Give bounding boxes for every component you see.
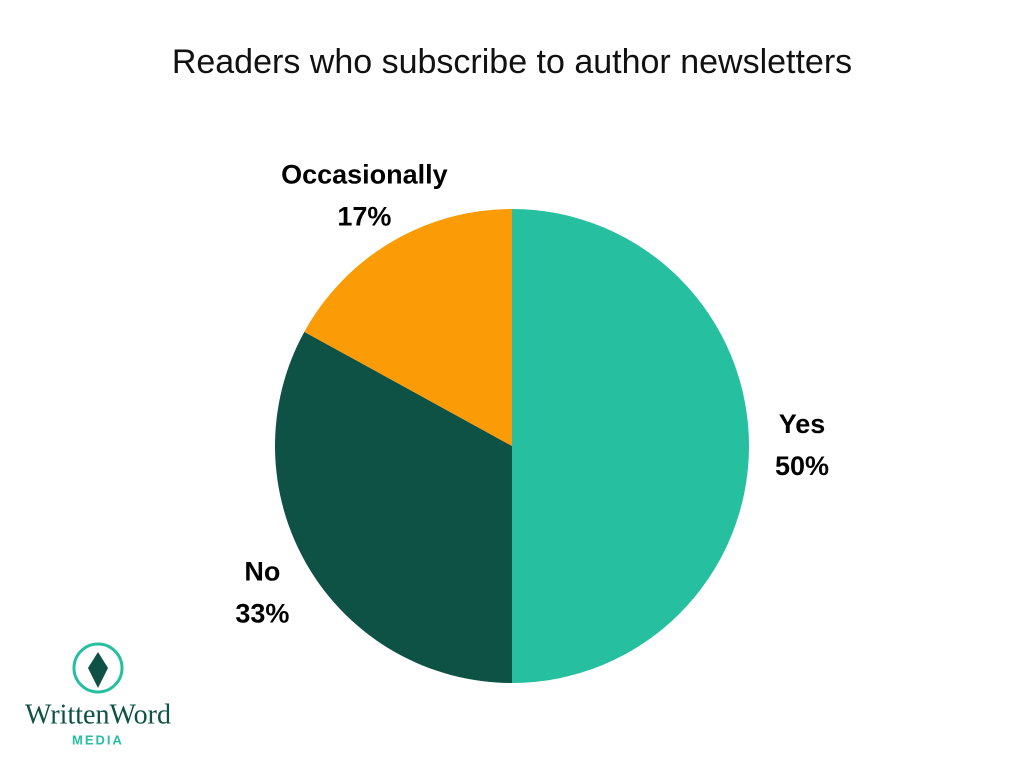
slice-value-label: 50% [775, 451, 829, 481]
slice-value-label: 33% [235, 599, 289, 629]
logo-name: WrittenWord [25, 699, 171, 730]
pie-slice [512, 209, 749, 683]
slice-label: No [244, 557, 280, 587]
logo: WrittenWord MEDIA [25, 642, 171, 747]
slice-value-label: 17% [337, 202, 391, 232]
pie-slice [274, 331, 512, 683]
slice-label: Occasionally [281, 160, 448, 190]
slice-label: Yes [779, 409, 826, 439]
pie-slice [304, 209, 512, 446]
logo-pen [88, 652, 108, 688]
logo-tagline: MEDIA [72, 732, 124, 747]
chart-title: Readers who subscribe to author newslett… [172, 43, 852, 81]
logo-icon [72, 642, 124, 694]
